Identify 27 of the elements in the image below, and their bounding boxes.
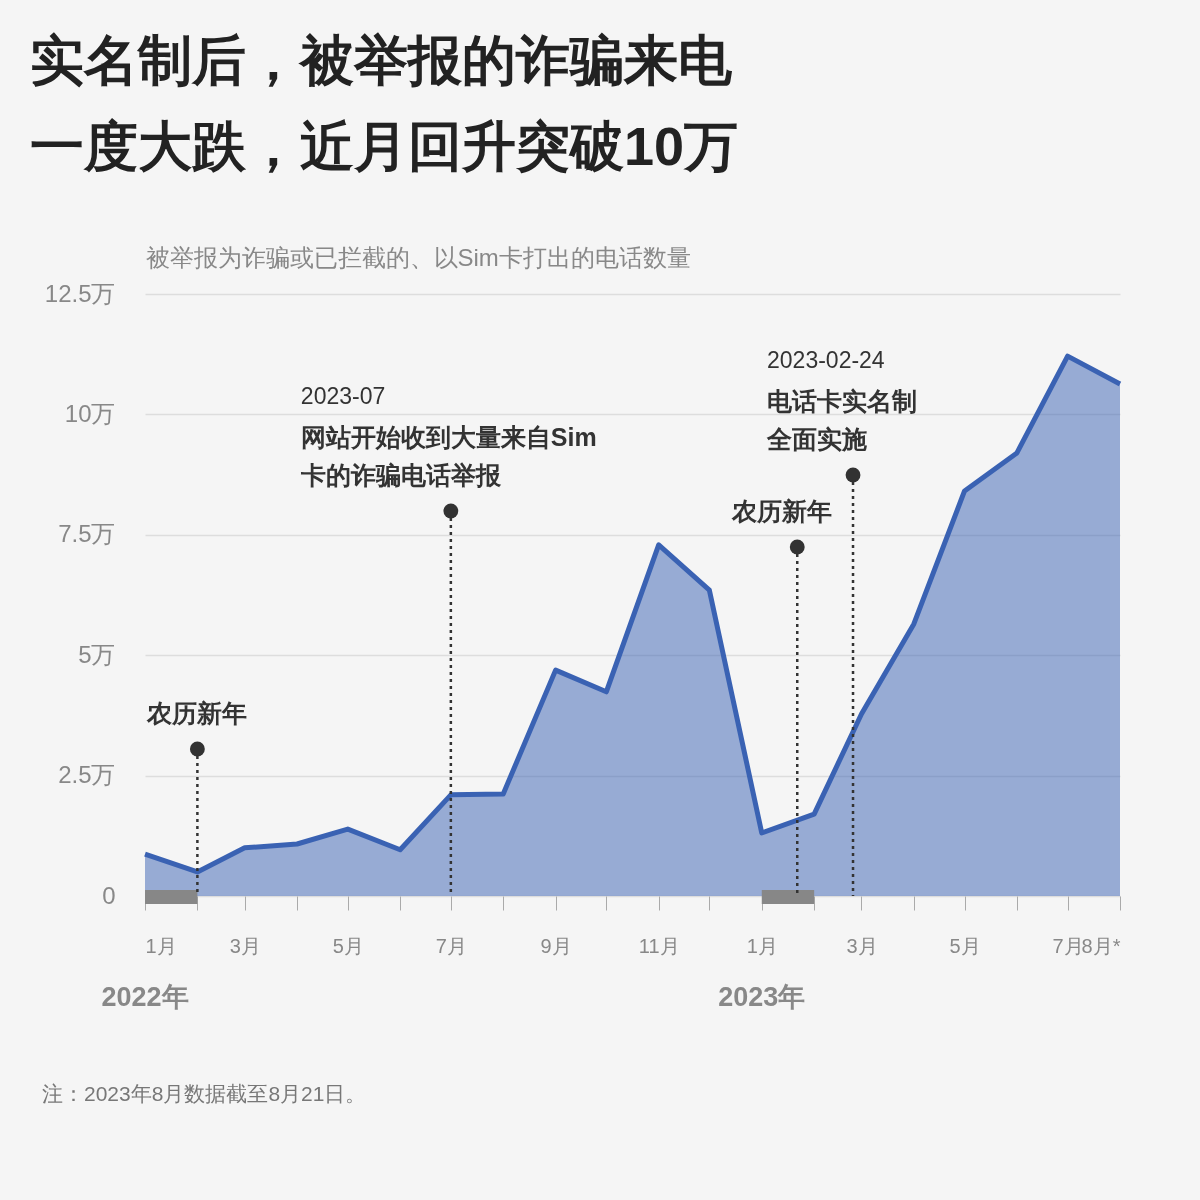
annotation: 2023-02-24 xyxy=(767,347,885,373)
text: 注：2023年8月数据截至8月21日。 xyxy=(42,1081,367,1107)
chart-title: 实名制后，被举报的诈骗来电一度大跌，近月回升突破10万 xyxy=(30,30,739,176)
x-tick-label: 1月 xyxy=(746,934,778,957)
annotation: 2023-07 xyxy=(300,383,386,409)
y-axis-title: 被举报为诈骗或已拦截的、以Sim卡打出的电话数量 xyxy=(145,243,691,271)
y-tick-label: 12.5万 xyxy=(44,279,116,307)
y-tick-label: 7.5万 xyxy=(58,520,116,548)
x-tick-label: 5月 xyxy=(332,934,364,957)
x-tick-label: 3月 xyxy=(846,934,878,957)
ref-line-label: 农历新年 xyxy=(146,699,248,727)
x-tick-label: 8月* xyxy=(1081,934,1121,957)
ref-line-label: 网站开始收到大量来自Sim卡的诈骗电话举报 xyxy=(299,423,597,489)
text: 2022年 xyxy=(101,982,189,1012)
x-tick-label: 9月 xyxy=(540,934,572,957)
x-tick-label: 7月 xyxy=(435,934,467,957)
text: 2023年 xyxy=(718,982,806,1012)
y-tick-label: 2.5万 xyxy=(58,761,116,789)
ref-line-label: 电话卡实名制全面实施 xyxy=(766,387,918,453)
x-tick-label: 3月 xyxy=(229,934,261,957)
y-tick-label: 0 xyxy=(102,881,116,909)
y-tick-label: 5万 xyxy=(78,640,116,668)
x-tick-label: 5月 xyxy=(949,934,981,957)
y-tick-label: 10万 xyxy=(64,399,116,427)
x-tick-label: 1月 xyxy=(145,934,177,957)
ref-line-label: 农历新年 xyxy=(731,497,833,525)
x-tick-label: 11月 xyxy=(638,934,680,957)
